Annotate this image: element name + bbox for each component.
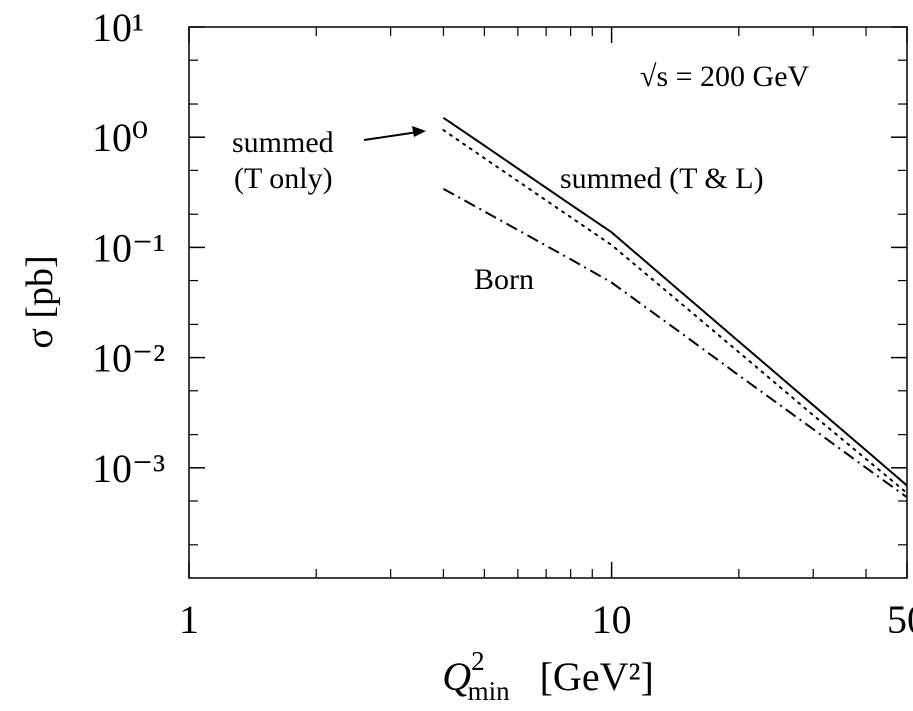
- x-label-sub: min: [468, 676, 511, 706]
- x-label-symbol: Q: [442, 654, 471, 699]
- arrow-head: [412, 126, 426, 137]
- x-tick-label: 10: [592, 597, 632, 642]
- x-tick-label: 1: [179, 597, 199, 642]
- x-label-sup: 2: [471, 646, 485, 676]
- y-axis-label: σ [pb]: [19, 255, 61, 348]
- plot-frame: [188, 26, 908, 579]
- series-line: [442, 187, 908, 499]
- annotation: summed: [232, 126, 334, 159]
- x-axis-label: Q2 min [GeV²]: [442, 646, 654, 706]
- y-tick-label: 10⁻¹: [92, 225, 165, 270]
- series-line: [442, 116, 908, 487]
- annotation: (T only): [234, 162, 333, 195]
- annotation: Born: [474, 263, 534, 296]
- y-tick-label: 10⁻³: [92, 446, 165, 491]
- y-tick-label: 10⁻²: [92, 336, 165, 381]
- annotation: √s = 200 GeV: [640, 60, 810, 93]
- annotation: summed (T & L): [560, 162, 764, 195]
- x-tick-label: 50: [887, 597, 913, 642]
- arrow: [363, 131, 419, 141]
- y-tick-label: 10⁰: [92, 115, 148, 160]
- x-label-unit: [GeV²]: [540, 654, 654, 699]
- y-tick-label: 10¹: [92, 5, 144, 50]
